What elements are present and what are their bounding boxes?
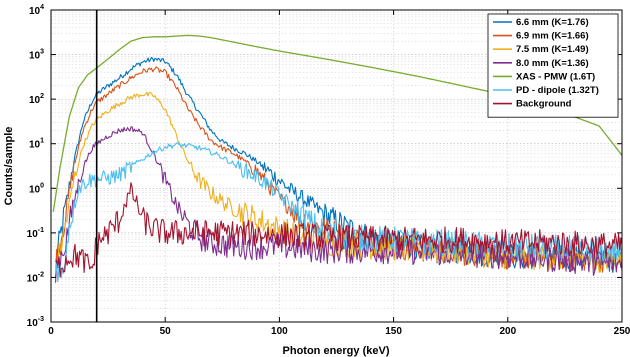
legend-box	[487, 13, 619, 118]
x-tick-label-2: 100	[271, 326, 288, 337]
axis-ticks: 0 50 100 150 200 250 10-3 10-2 10-1 100 101 102 103 1…	[27, 4, 630, 337]
series-lines	[52, 34, 622, 283]
series-line-3	[55, 126, 622, 283]
legend-label-3: 8.0 mm (K=1.36)	[516, 58, 589, 69]
x-tick-label-3: 150	[385, 326, 402, 337]
legend-label-2: 7.5 mm (K=1.49)	[516, 44, 589, 55]
y-tick-label-5: 102	[29, 93, 44, 106]
series-line-6	[55, 182, 622, 278]
x-tick-label-5: 250	[614, 326, 630, 337]
y-tick-label-7: 104	[29, 4, 44, 17]
x-axis-label: Photon energy (keV)	[283, 345, 390, 357]
x-tick-label-0: 0	[48, 326, 54, 337]
x-tick-label-1: 50	[160, 326, 172, 337]
y-axis-label: Counts/sample	[3, 127, 15, 206]
grid-lines	[51, 10, 622, 322]
y-tick-label-2: 10-1	[27, 227, 44, 240]
y-tick-label-6: 103	[29, 49, 44, 62]
legend-label-0: 6.6 mm (K=1.76)	[516, 17, 589, 28]
legend: 6.6 mm (K=1.76) 6.9 mm (K=1.66) 7.5 mm (K=…	[487, 13, 619, 118]
plot-frame	[50, 9, 623, 323]
legend-label-1: 6.9 mm (K=1.66)	[516, 31, 589, 42]
y-tick-label-3: 100	[29, 182, 44, 195]
legend-label-6: Background	[516, 99, 572, 110]
legend-label-4: XAS - PMW (1.6T)	[516, 71, 595, 82]
y-tick-label-0: 10-3	[27, 316, 44, 329]
x-tick-label-4: 200	[499, 326, 516, 337]
y-tick-label-4: 101	[29, 138, 44, 151]
legend-label-5: PD - dipole (1.32T)	[516, 85, 599, 96]
y-tick-label-1: 10-2	[27, 271, 44, 284]
